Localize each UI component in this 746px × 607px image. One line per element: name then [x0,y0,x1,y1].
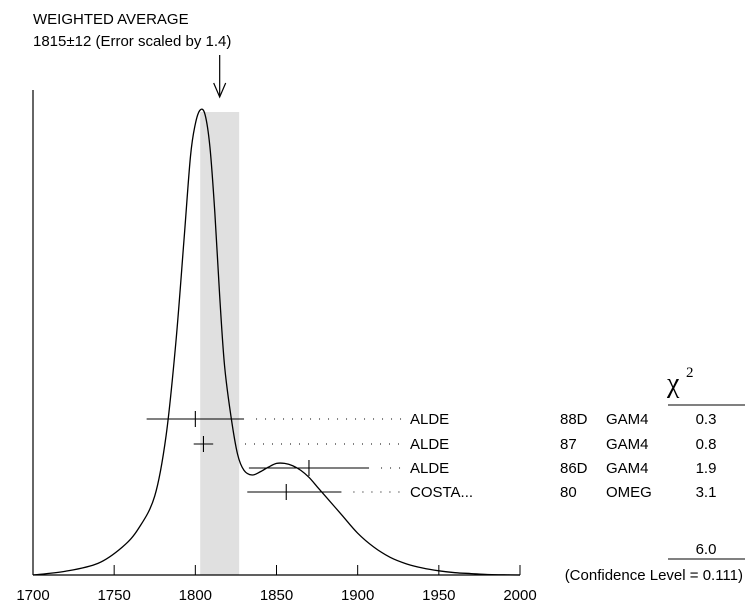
measurement-label: ALDE [410,460,449,477]
measurement-year: 80 [560,484,577,501]
average-arrow-icon [213,55,227,99]
measurement-label: ALDE [410,436,449,453]
measurement-technique: GAM4 [606,460,649,477]
ideogram-curve [32,108,521,576]
x-tick-label: 1850 [260,587,293,604]
x-axis-ticks: 1700 1750 1800 1850 1900 1950 2000 [16,565,537,604]
chi2-total: 6.0 [696,541,717,558]
average-error-band [200,112,240,575]
measurement-year: 86D [560,460,588,477]
measurement-year: 88D [560,411,588,428]
measurement-row: ALDE 88D GAM4 0.3 [146,411,717,428]
confidence-level: (Confidence Level = 0.111) [565,567,743,584]
x-tick-label: 1900 [341,587,374,604]
measurements-group: ALDE 88D GAM4 0.3 ALDE 87 GAM4 0.8 ALDE 86D GAM4 1.… [146,411,717,501]
chi2-header-superscript: 2 [686,365,694,381]
measurement-chi2: 0.3 [696,411,717,428]
x-tick-label: 1750 [97,587,130,604]
x-tick-label: 1950 [422,587,455,604]
measurement-technique: GAM4 [606,411,649,428]
chart-subtitle: 1815±12 (Error scaled by 1.4) [33,33,231,50]
measurement-label: ALDE [410,411,449,428]
measurement-chi2: 3.1 [696,484,717,501]
x-tick-label: 2000 [503,587,536,604]
measurement-chi2: 1.9 [696,460,717,477]
x-tick-label: 1700 [16,587,49,604]
chi2-header: χ [666,368,680,399]
measurement-technique: OMEG [606,484,652,501]
measurement-row: ALDE 86D GAM4 1.9 [248,460,717,477]
measurement-label: COSTA... [410,484,473,501]
x-tick-label: 1800 [179,587,212,604]
chart-title: WEIGHTED AVERAGE [33,11,189,28]
measurement-technique: GAM4 [606,436,649,453]
measurement-row: COSTA... 80 OMEG 3.1 [247,484,716,501]
measurement-chi2: 0.8 [696,436,717,453]
measurement-row: ALDE 87 GAM4 0.8 [193,436,717,453]
measurement-year: 87 [560,436,577,453]
